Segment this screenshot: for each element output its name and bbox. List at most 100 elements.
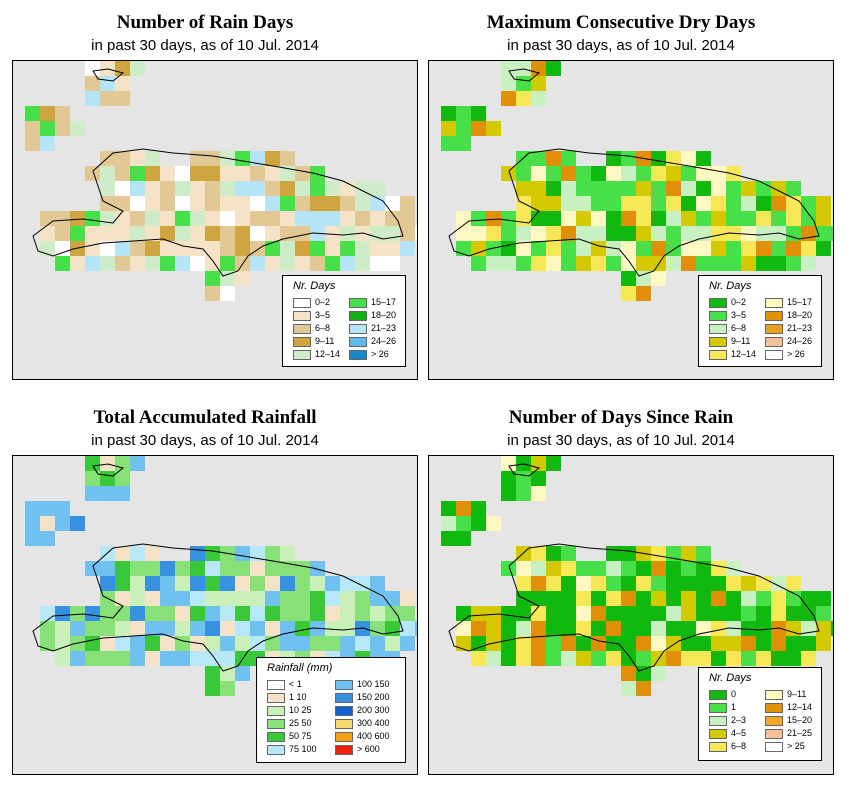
panel-rain-days: Number of Rain Days in past 30 days, as … <box>0 0 418 380</box>
grid-cell <box>295 591 310 606</box>
island-outline <box>32 543 404 672</box>
grid-cell <box>606 546 621 561</box>
legend-swatch <box>267 693 285 703</box>
grid-cell <box>516 211 531 226</box>
grid-cell <box>501 456 516 471</box>
grid-cell <box>190 591 205 606</box>
grid-cell <box>606 226 621 241</box>
legend-label: 15–17 <box>787 297 813 307</box>
grid-cell <box>681 606 696 621</box>
grid-cell <box>786 256 801 271</box>
grid-cell <box>666 591 681 606</box>
grid-cell <box>100 256 115 271</box>
grid-cell <box>651 166 666 181</box>
grid-cell <box>310 606 325 621</box>
grid-cell <box>85 636 100 651</box>
legend-label: 4–5 <box>731 728 747 738</box>
legend-label: > 26 <box>787 349 805 359</box>
grid-cell <box>666 226 681 241</box>
legend-swatch <box>765 337 783 347</box>
grid-cell <box>370 576 385 591</box>
grid-cell <box>651 196 666 211</box>
grid-cell <box>756 606 771 621</box>
grid-cell <box>516 226 531 241</box>
grid-cell <box>756 196 771 211</box>
grid-cell <box>546 151 561 166</box>
grid-cell <box>130 151 145 166</box>
grid-cell <box>786 241 801 256</box>
grid-cell <box>546 211 561 226</box>
grid-cell <box>295 211 310 226</box>
grid-cell <box>756 211 771 226</box>
grid-cell <box>325 636 340 651</box>
grid-cell <box>250 546 265 561</box>
grid-cell <box>265 606 280 621</box>
grid-cell <box>160 181 175 196</box>
grid-cell <box>55 211 70 226</box>
grid-cell <box>265 211 280 226</box>
grid-cell <box>801 636 816 651</box>
grid-cell <box>531 256 546 271</box>
grid-cell <box>636 576 651 591</box>
legend-swatch <box>765 311 783 321</box>
grid-cell <box>471 226 486 241</box>
grid-cell <box>801 256 816 271</box>
grid-cell <box>220 636 235 651</box>
grid-cell <box>621 166 636 181</box>
grid-cell <box>561 256 576 271</box>
grid-cell <box>85 606 100 621</box>
grid-cell <box>801 591 816 606</box>
grid-cell <box>681 651 696 666</box>
grid-cell <box>741 591 756 606</box>
grid-cell <box>726 591 741 606</box>
grid-cell <box>310 166 325 181</box>
grid-cell <box>486 226 501 241</box>
grid-cell <box>816 591 831 606</box>
grid-cell <box>340 241 355 256</box>
legend-label: 9–11 <box>315 336 335 346</box>
grid-cell <box>711 256 726 271</box>
grid-cell <box>355 196 370 211</box>
legend-title: Nr. Days <box>293 280 336 292</box>
grid-cell <box>666 151 681 166</box>
grid-cell <box>115 486 130 501</box>
grid-cell <box>546 591 561 606</box>
grid-cell <box>501 651 516 666</box>
grid-cell <box>681 181 696 196</box>
grid-cell <box>175 606 190 621</box>
grid-cell <box>55 516 70 531</box>
grid-cell <box>696 256 711 271</box>
grid-cell <box>100 226 115 241</box>
grid-cell <box>265 181 280 196</box>
grid-cell <box>531 576 546 591</box>
grid-cell <box>160 576 175 591</box>
grid-cell <box>741 256 756 271</box>
grid-cell <box>561 576 576 591</box>
grid-cell <box>636 196 651 211</box>
grid-cell <box>696 561 711 576</box>
grid-cell <box>576 241 591 256</box>
grid-cell <box>576 621 591 636</box>
grid-cell <box>220 561 235 576</box>
legend-label: 200 300 <box>357 705 390 715</box>
legend-label: 6–8 <box>731 741 747 751</box>
grid-cell <box>355 256 370 271</box>
legend-label: 12–14 <box>787 702 813 712</box>
grid-cell <box>621 636 636 651</box>
grid-cell <box>295 181 310 196</box>
grid-cell <box>591 561 606 576</box>
grid-cell <box>816 226 831 241</box>
grid-cell <box>25 121 40 136</box>
legend-swatch <box>709 311 727 321</box>
grid-cell <box>355 591 370 606</box>
grid-cell <box>100 61 115 76</box>
grid-cell <box>220 166 235 181</box>
grid-cell <box>370 621 385 636</box>
grid-cell <box>145 651 160 666</box>
grid-cell <box>115 241 130 256</box>
grid-cell <box>160 211 175 226</box>
legend-swatch <box>349 350 367 360</box>
grid-cell <box>310 181 325 196</box>
grid-cell <box>325 606 340 621</box>
grid-cell <box>561 606 576 621</box>
